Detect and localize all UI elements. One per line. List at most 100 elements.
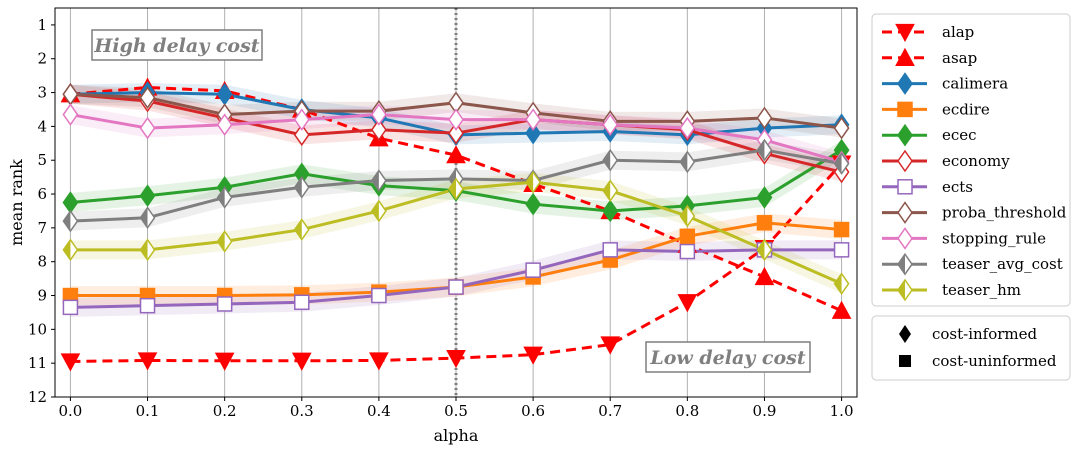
marker-teaser_avg_cost-10 [833,152,850,175]
annotation-box-0 [91,29,263,61]
legend-marker-alap [895,23,915,43]
legend-marker-asap [895,47,915,66]
marker-ects-3 [294,294,310,311]
marker-teaser_hm-0 [62,238,79,262]
marker-teaser_avg_cost-2 [216,186,233,209]
y-tick-label-0: 1 [37,16,47,34]
x-tick-label-0: 0.0 [58,402,82,420]
legend-label-asap: asap [942,49,977,67]
marker-key-square [899,355,911,367]
marker-teaser_hm-2 [216,230,233,253]
marker-key-label-1: cost-uninformed [932,352,1057,370]
marker-legend-frame [871,315,1071,381]
band-ecec [70,140,842,221]
marker-stopping_rule-5 [448,108,464,131]
legend-label-economy: economy [942,152,1010,170]
marker-alap-6 [523,346,543,365]
legend-label-calimera: calimera [942,75,1008,93]
y-axis-label: mean rank [7,159,26,246]
x-tick-label-9: 0.9 [753,402,777,420]
legend-marker-economy [897,149,913,173]
marker-teaser_hm-7 [602,179,619,202]
x-tick-label-4: 0.4 [367,402,391,420]
annotation-text-1: Low delay cost [649,347,805,369]
legend-marker-proba_threshold [897,201,913,224]
x-axis-label: alpha [434,426,479,445]
marker-stopping_rule-1 [139,116,156,140]
marker-teaser_hm-6 [525,170,542,194]
marker-type-legend: cost-informed cost-uninformed [871,315,1071,381]
y-tick-label-4: 5 [37,151,47,169]
marker-teaser_hm-10 [833,272,850,295]
y-tick-label-5: 6 [37,185,47,203]
marker-ects-2 [216,296,233,312]
marker-ecec-1 [139,184,156,208]
marker-stopping_rule-7 [602,113,619,137]
marker-teaser_avg_cost-9 [756,138,773,162]
marker-ecec-9 [756,186,773,209]
x-tick-label-6: 0.6 [521,402,545,420]
marker-ects-4 [371,287,387,304]
legend-label-proba_threshold: proba_threshold [942,204,1067,222]
marker-alap-7 [600,336,621,355]
marker-ecdire-9 [756,215,773,231]
marker-ects-10 [833,242,850,258]
y-tick-label-9: 10 [28,320,47,338]
marker-ecec-7 [602,199,619,223]
marker-teaser_avg_cost-3 [293,175,310,199]
marker-ects-0 [62,299,79,316]
marker-alap-5 [446,349,466,369]
annotation-text-0: High delay cost [93,35,259,57]
marker-ecec-6 [525,192,542,216]
annotation-box-1 [645,341,811,373]
x-tick-label-2: 0.2 [213,402,237,420]
legend-marker-ects [897,179,913,195]
series-legend: alap asap calimera ecdire ecec economy ects pro… [871,13,1071,307]
marker-stopping_rule-2 [216,113,233,137]
legend-marker-teaser_hm [897,278,913,302]
marker-economy-3 [293,123,310,147]
legend-label-ecdire: ecdire [942,100,990,118]
marker-ects-6 [525,262,541,278]
marker-stopping_rule-8 [679,116,696,140]
marker-proba_threshold-10 [833,116,850,140]
y-tick-label-7: 8 [37,253,47,271]
marker-asap-9 [754,266,775,286]
legend-label-stopping_rule: stopping_rule [942,229,1046,247]
marker-ecdire-8 [679,228,696,245]
y-tick-label-10: 11 [28,354,47,372]
legend-label-teaser_avg_cost: teaser_avg_cost [942,255,1063,273]
marker-teaser_hm-8 [679,204,696,228]
x-tick-label-8: 0.8 [675,402,699,420]
marker-key-diamond [899,325,911,343]
legend-label-teaser_hm: teaser_hm [942,281,1021,299]
marker-asap-5 [446,145,466,164]
x-tick-label-10: 1.0 [830,402,854,420]
marker-teaser_avg_cost-1 [139,206,156,230]
y-tick-label-2: 3 [37,84,47,102]
marker-teaser_avg_cost-4 [370,169,387,192]
legend-marker-stopping_rule [897,227,913,250]
marker-proba_threshold-1 [139,86,156,109]
marker-alap-3 [291,352,312,371]
marker-alap-1 [137,352,158,371]
legend-marker-ecec [897,123,913,147]
marker-stopping_rule-3 [293,108,310,131]
legend-marker-calimera [897,72,913,95]
marker-teaser_avg_cost-8 [679,150,696,174]
marker-ects-8 [679,243,696,260]
marker-asap-10 [831,300,852,319]
marker-stopping_rule-4 [370,103,387,126]
marker-ects-5 [448,279,464,295]
marker-alap-8 [677,294,698,313]
y-tick-label-6: 7 [37,219,47,237]
marker-proba_threshold-9 [756,106,773,130]
marker-teaser_hm-1 [139,238,156,262]
legend-marker-teaser_avg_cost [897,252,913,276]
marker-teaser_avg_cost-7 [602,148,619,172]
y-tick-label-11: 12 [28,388,47,406]
x-axis-ticks: 0.0 0.1 0.2 0.3 0.4 0.5 0.6 0.7 0.8 0.9 1.0 [58,397,854,420]
marker-alap-2 [214,352,235,371]
